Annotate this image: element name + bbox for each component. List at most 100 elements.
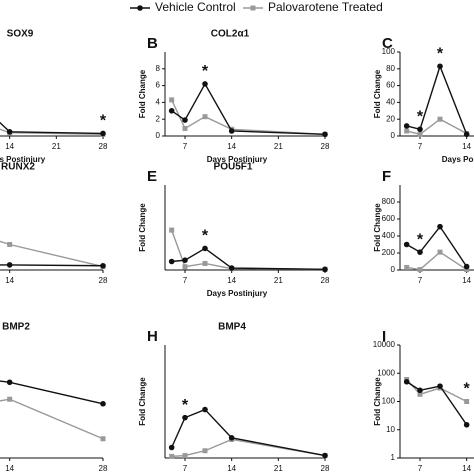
x-tick-label: 14 xyxy=(462,142,471,151)
panel-label: B xyxy=(147,35,158,52)
marker xyxy=(417,391,423,397)
series-line xyxy=(406,251,468,271)
marker xyxy=(464,399,470,404)
panel-label: I xyxy=(382,328,386,345)
marker xyxy=(202,245,208,252)
marker xyxy=(182,414,188,421)
y-tick-label: 2 xyxy=(156,114,161,123)
y-tick-label: 10 xyxy=(386,425,395,434)
significance-mark: * xyxy=(182,397,189,414)
marker xyxy=(7,396,13,402)
x-tick-label: 14 xyxy=(5,142,14,151)
marker xyxy=(168,258,175,265)
y-axis-label: Fold Change xyxy=(138,69,147,118)
marker xyxy=(169,97,175,103)
marker xyxy=(404,264,410,270)
y-tick-label: 80 xyxy=(386,64,395,73)
x-tick-label: 7 xyxy=(183,142,188,151)
x-tick-label: 28 xyxy=(99,464,108,473)
x-tick-label: 7 xyxy=(183,276,188,285)
significance-mark: * xyxy=(437,45,444,62)
marker xyxy=(417,387,423,394)
marker xyxy=(202,260,208,266)
marker xyxy=(403,123,410,129)
series-line xyxy=(0,398,104,440)
y-tick-label: 400 xyxy=(382,231,396,240)
x-tick-label: 14 xyxy=(462,276,471,285)
x-tick-label: 21 xyxy=(274,464,283,473)
marker xyxy=(322,266,328,273)
marker xyxy=(100,436,106,442)
series-line xyxy=(406,64,468,135)
marker xyxy=(169,227,175,233)
x-tick-label: 7 xyxy=(183,464,188,473)
series-line xyxy=(171,247,326,271)
significance-mark: * xyxy=(417,231,424,248)
x-tick-label: 14 xyxy=(5,276,14,285)
marker xyxy=(437,63,443,70)
x-axis-label: Days Postinjury xyxy=(207,289,268,298)
marker xyxy=(463,263,470,270)
marker xyxy=(437,116,443,122)
panel-title: RUNX2 xyxy=(1,162,35,173)
panel-title: SOX9 xyxy=(7,29,34,40)
y-tick-label: 10000 xyxy=(373,340,396,349)
y-tick-label: 6 xyxy=(156,81,161,90)
x-axis-label: Days Postinjury xyxy=(442,155,474,164)
series-line xyxy=(171,408,326,457)
y-tick-label: 100 xyxy=(382,47,396,56)
x-tick-label: 7 xyxy=(418,276,423,285)
marker xyxy=(100,400,106,407)
panel-title: BMP2 xyxy=(2,322,30,333)
y-tick-label: 1 xyxy=(391,453,396,462)
marker xyxy=(6,379,13,386)
y-tick-label: 100 xyxy=(382,397,396,406)
series-line xyxy=(0,380,104,405)
marker xyxy=(202,448,208,454)
marker xyxy=(182,257,188,263)
y-tick-label: 40 xyxy=(386,98,395,107)
x-tick-label: 14 xyxy=(462,464,471,473)
legend-label: Palovarotene Treated xyxy=(268,0,383,14)
marker xyxy=(322,131,328,138)
marker xyxy=(182,453,188,459)
x-tick-label: 28 xyxy=(321,142,330,151)
x-axis-label: Days Postinjury xyxy=(0,155,46,164)
marker xyxy=(417,126,423,133)
marker xyxy=(100,130,106,137)
panel-label: E xyxy=(147,168,157,185)
y-axis-label: Fold Change xyxy=(373,203,382,252)
marker xyxy=(463,131,470,138)
significance-mark: * xyxy=(202,63,209,80)
panel-title: POU5F1 xyxy=(214,162,253,173)
x-tick-label: 28 xyxy=(99,142,108,151)
significance-mark: * xyxy=(464,381,471,398)
marker xyxy=(417,267,423,273)
marker xyxy=(7,242,13,247)
x-tick-label: 28 xyxy=(99,276,108,285)
panel-title: COL2α1 xyxy=(211,29,250,40)
y-axis-label: Fold Change xyxy=(373,69,382,118)
marker xyxy=(404,128,410,134)
marker xyxy=(437,383,443,389)
marker xyxy=(463,421,470,428)
series-line xyxy=(406,118,467,136)
series-line xyxy=(406,381,468,426)
marker xyxy=(228,265,235,271)
series-line xyxy=(0,240,104,268)
marker xyxy=(403,241,410,248)
x-tick-label: 14 xyxy=(5,464,14,473)
x-tick-label: 14 xyxy=(227,464,236,473)
marker xyxy=(182,125,188,131)
marker xyxy=(417,131,423,137)
y-tick-label: 0 xyxy=(391,265,396,274)
marker xyxy=(437,223,443,230)
y-axis-label: Fold Change xyxy=(373,377,382,426)
x-tick-label: 21 xyxy=(52,142,61,151)
significance-mark: * xyxy=(202,228,209,245)
y-tick-label: 0 xyxy=(156,131,161,140)
x-tick-label: 7 xyxy=(418,464,423,473)
y-tick-label: 600 xyxy=(382,214,396,223)
y-tick-label: 20 xyxy=(386,114,395,123)
